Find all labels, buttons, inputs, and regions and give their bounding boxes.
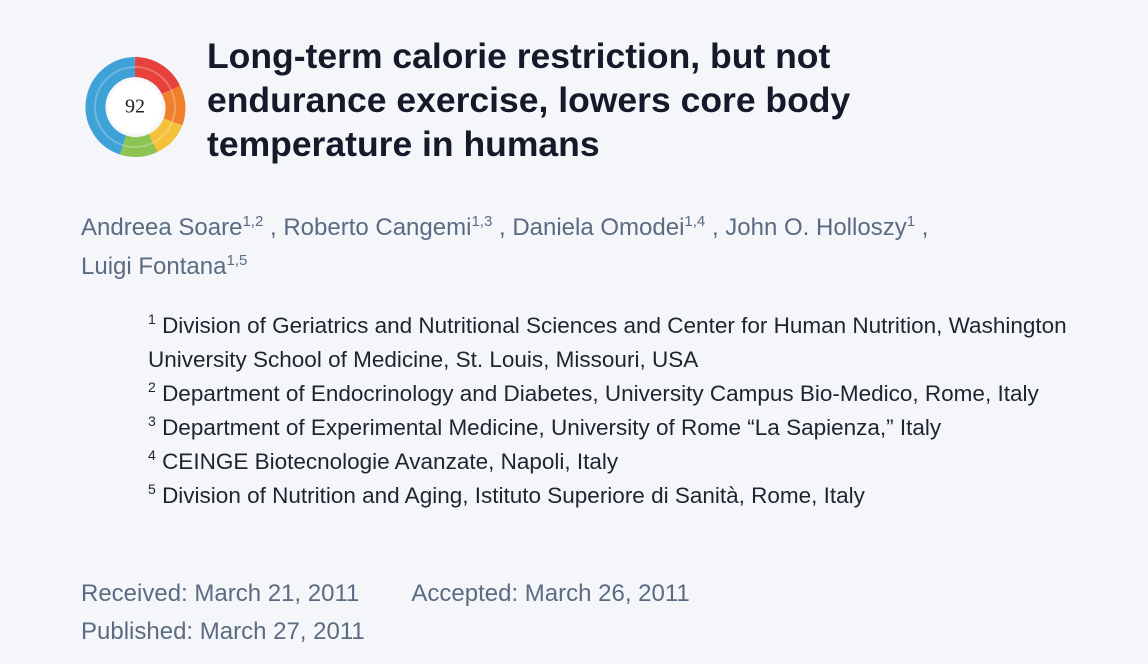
author-affiliation: 1,4 [684, 213, 706, 230]
author: Andreea Soare1,2 , [81, 214, 277, 241]
badge-score: 92 [125, 96, 145, 118]
affiliation: 4 CEINGE Biotecnologie Avanzate, Napoli,… [148, 445, 1088, 479]
author: Luigi Fontana1,5 [81, 253, 247, 280]
author-name[interactable]: Daniela Omodei [512, 214, 685, 241]
author-affiliation: 1,2 [242, 213, 264, 230]
affiliation-text: CEINGE Biotecnologie Avanzate, Napoli, I… [162, 449, 619, 474]
accepted-date: Accepted: March 26, 2011 [411, 580, 690, 607]
affiliation-number: 1 [148, 311, 156, 327]
author-affiliation: 1,3 [471, 213, 493, 230]
author: Roberto Cangemi1,3 , [283, 214, 505, 241]
affiliation: 1 Division of Geriatrics and Nutritional… [148, 309, 1088, 377]
affiliation-number: 3 [148, 413, 156, 429]
author-name[interactable]: Roberto Cangemi [283, 214, 472, 241]
author-separator: , [498, 214, 506, 241]
author-name[interactable]: Andreea Soare [81, 214, 243, 241]
author: John O. Holloszy1 , [725, 214, 928, 241]
altmetric-badge[interactable]: 92 [78, 50, 192, 164]
author-name[interactable]: John O. Holloszy [725, 214, 907, 241]
paper-title: Long-term calorie restriction, but not e… [207, 36, 851, 164]
affiliation-number: 2 [148, 379, 156, 395]
author-separator: , [269, 214, 277, 241]
author-separator: , [711, 214, 719, 241]
author-affiliation: 1 [906, 213, 916, 230]
author-affiliation: 1,5 [226, 252, 248, 269]
affiliation-number: 4 [148, 447, 156, 463]
affiliation: 3 Department of Experimental Medicine, U… [148, 411, 1088, 445]
author-list: Andreea Soare1,2 , Roberto Cangemi1,3 , … [81, 208, 1091, 286]
author-name[interactable]: Luigi Fontana [81, 253, 227, 280]
dates: Received: March 21, 2011 Accepted: March … [81, 575, 690, 651]
affiliation-text: Department of Experimental Medicine, Uni… [162, 415, 942, 440]
published-date: Published: March 27, 2011 [81, 618, 365, 645]
affiliation: 2 Department of Endocrinology and Diabet… [148, 377, 1088, 411]
author: Daniela Omodei1,4 , [512, 214, 718, 241]
affiliation-text: Division of Geriatrics and Nutritional S… [148, 313, 1067, 372]
affiliation: 5 Division of Nutrition and Aging, Istit… [148, 479, 1088, 513]
affiliation-list: 1 Division of Geriatrics and Nutritional… [148, 309, 1088, 513]
author-separator: , [921, 214, 929, 241]
received-date: Received: March 21, 2011 [81, 580, 360, 607]
affiliation-text: Division of Nutrition and Aging, Istitut… [162, 483, 865, 508]
affiliation-text: Department of Endocrinology and Diabetes… [162, 381, 1039, 406]
affiliation-number: 5 [148, 481, 156, 497]
